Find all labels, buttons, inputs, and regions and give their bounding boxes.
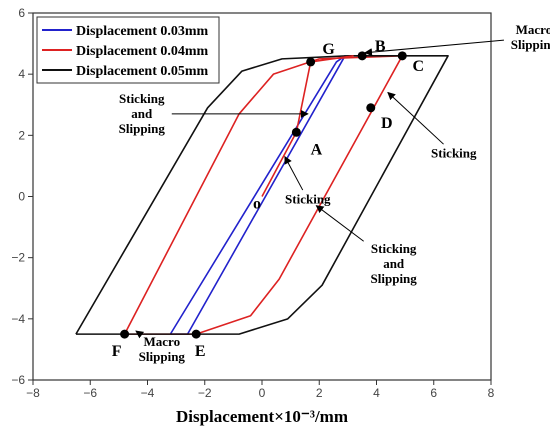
annotation-text: Macro: [144, 334, 181, 349]
point-a-label: A: [311, 141, 323, 158]
annotation-arrow: [315, 205, 364, 242]
annotation-arrow: [284, 155, 304, 191]
point-f-marker: [120, 329, 130, 339]
y-tick-label: 4: [18, 67, 25, 81]
x-tick-label: −2: [198, 386, 212, 400]
point-o-label: o: [253, 196, 261, 213]
y-tick-label: 0: [18, 190, 25, 204]
annotation-arrow: [364, 39, 504, 57]
annotation-text: and: [383, 256, 405, 271]
annotation-text: Slipping: [511, 37, 550, 52]
point-c-marker: [397, 51, 407, 61]
legend-label-2: Displacement 0.04mm: [76, 44, 209, 59]
x-tick-label: 2: [316, 386, 323, 400]
point-d-marker: [366, 103, 376, 113]
x-tick-label: 8: [488, 386, 495, 400]
annotation-arrow: [135, 330, 145, 339]
point-b-marker: [357, 51, 367, 61]
x-tick-label: −8: [26, 386, 40, 400]
labeled-points-layer: o A G B C D E F: [112, 38, 424, 360]
legend-label-3: Displacement 0.05mm: [76, 64, 209, 79]
point-g-marker: [306, 57, 316, 67]
x-tick-label: 0: [259, 386, 266, 400]
x-axis-title: Displacement×10⁻³/mm: [176, 407, 348, 426]
annotation-arrow: [387, 91, 444, 145]
point-c-label: C: [412, 58, 424, 75]
y-tick-label: −2: [11, 251, 25, 265]
x-tick-label: −6: [83, 386, 97, 400]
x-tick-label: 6: [430, 386, 437, 400]
legend: Displacement 0.03mm Displacement 0.04mm Di…: [36, 16, 220, 84]
x-tick-label: 4: [373, 386, 380, 400]
annotation-text: Sticking: [119, 91, 165, 106]
y-tick-label: −4: [11, 312, 25, 326]
point-b-label: B: [375, 38, 386, 55]
y-tick-label: 6: [18, 6, 25, 20]
annotation-text: Sticking: [371, 241, 417, 256]
point-d-label: D: [381, 115, 393, 132]
point-g-label: G: [322, 41, 335, 58]
legend-label-1: Displacement 0.03mm: [76, 24, 209, 39]
y-tick-label: −6: [11, 373, 25, 387]
annotation-text: and: [131, 106, 153, 121]
point-e-marker: [191, 329, 201, 339]
annotation-text: Sticking: [431, 146, 477, 161]
y-tick-label: 2: [18, 128, 25, 142]
point-e-label: E: [195, 343, 206, 360]
annotation-text: Slipping: [139, 349, 186, 364]
x-tick-label: −4: [141, 386, 155, 400]
annotation-text: Slipping: [119, 121, 166, 136]
point-f-label: F: [112, 343, 122, 360]
annotation-text: Slipping: [371, 271, 418, 286]
annotation-layer: MacroSlippingStickingandSlippingSticking…: [119, 22, 550, 364]
annotation-text: Sticking: [285, 192, 331, 207]
point-a-marker: [291, 127, 301, 137]
initial-loading-line: [261, 55, 354, 197]
annotation-text: Macro: [516, 22, 550, 37]
